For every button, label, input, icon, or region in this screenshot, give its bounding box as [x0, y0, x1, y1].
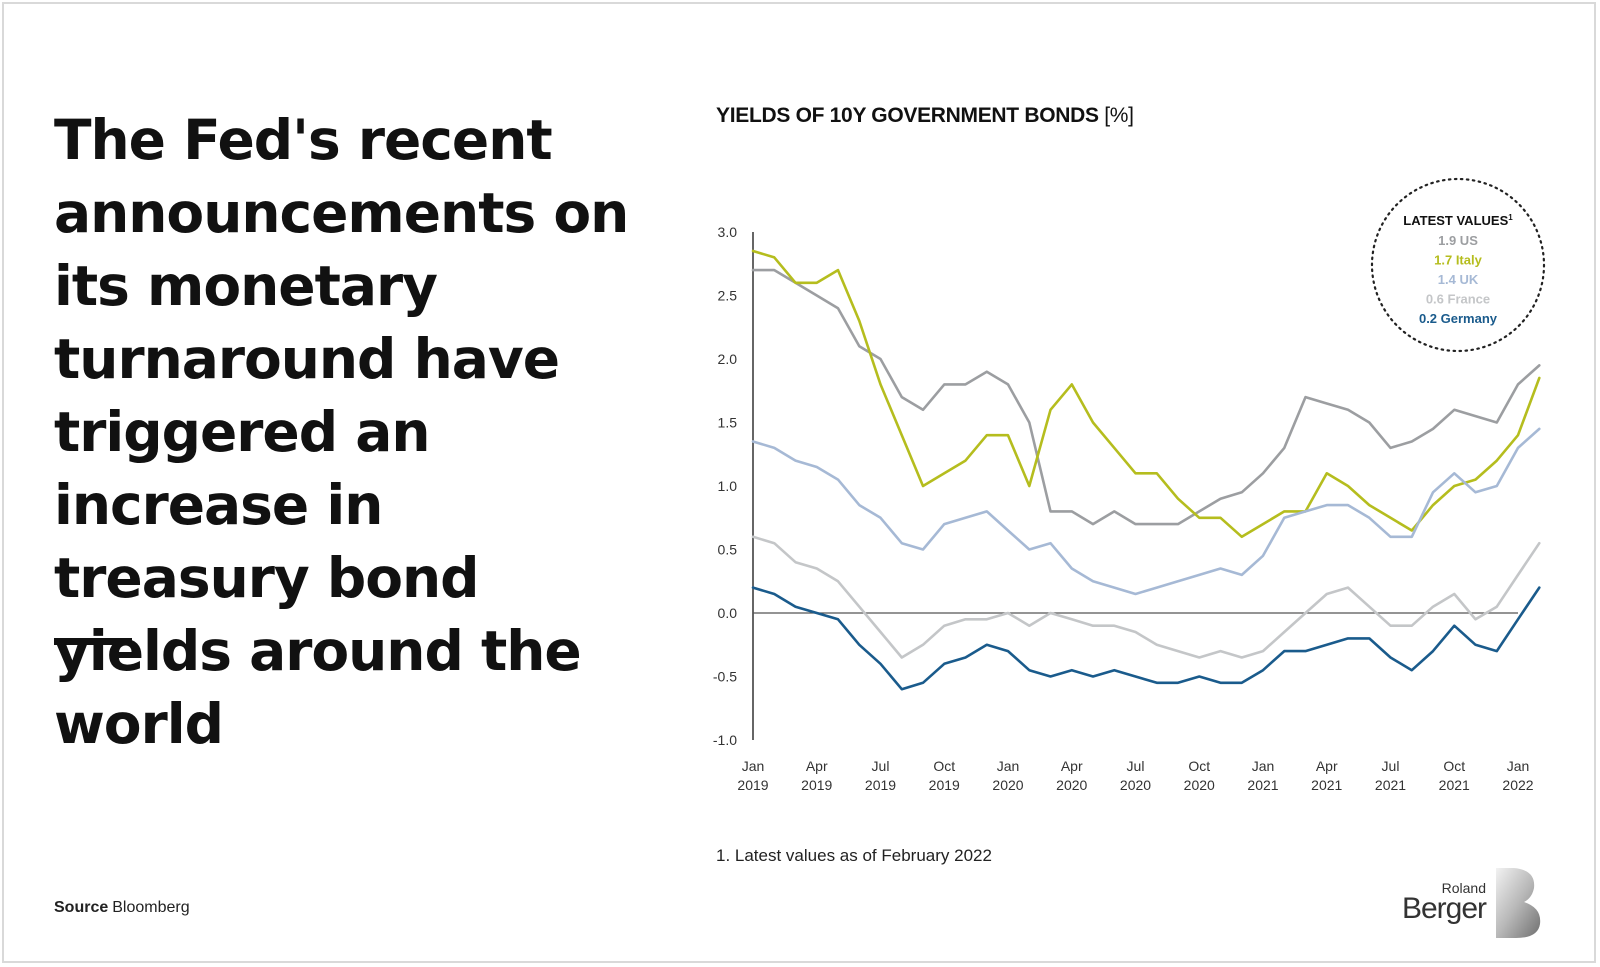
latest-values-title: LATEST VALUES1: [1403, 213, 1513, 228]
y-tick-label: 0.5: [718, 542, 738, 558]
x-tick-label-year: 2021: [1439, 777, 1470, 793]
x-tick-label-month: Jul: [1127, 758, 1145, 774]
x-tick-label-year: 2019: [865, 777, 896, 793]
latest-value-item: 1.4 UK: [1438, 272, 1479, 287]
x-tick-label-year: 2021: [1247, 777, 1278, 793]
y-tick-label: 1.5: [718, 415, 738, 431]
series-line-italy: [751, 249, 1541, 539]
x-tick-label-month: Oct: [933, 758, 955, 774]
x-tick-label-year: 2019: [929, 777, 960, 793]
logo-text-berger: Berger: [1401, 892, 1487, 925]
x-tick-label-year: 2021: [1375, 777, 1406, 793]
x-tick-label-month: Apr: [1316, 758, 1338, 774]
x-tick-label-year: 2020: [1120, 777, 1151, 793]
latest-value-item: 1.7 Italy: [1434, 253, 1482, 268]
latest-values-badge: [1370, 177, 1546, 353]
y-tick-label: 0.0: [718, 605, 738, 621]
series-line-germany: [751, 586, 1541, 691]
logo-b-mark-icon: [1496, 868, 1541, 938]
y-tick-label: -0.5: [713, 669, 737, 685]
x-tick-label-month: Oct: [1443, 758, 1465, 774]
x-tick-label-year: 2020: [1184, 777, 1215, 793]
x-tick-label-month: Jan: [742, 758, 765, 774]
y-tick-label: 2.0: [718, 351, 738, 367]
chart-title-unit: [%]: [1104, 104, 1134, 127]
y-tick-label: 3.0: [718, 224, 738, 240]
y-tick-label: 1.0: [718, 478, 738, 494]
x-tick-label-year: 2020: [1056, 777, 1087, 793]
source-label: Source: [54, 899, 109, 916]
x-tick-label-month: Jan: [1507, 758, 1530, 774]
x-tick-label-month: Jul: [1382, 758, 1400, 774]
chart-title-text: YIELDS OF 10Y GOVERNMENT BONDS: [716, 104, 1099, 127]
latest-value-item: 0.6 France: [1426, 292, 1490, 307]
x-tick-label-year: 2022: [1502, 777, 1533, 793]
headline-rule: [54, 638, 132, 645]
y-tick-label: 2.5: [718, 288, 738, 304]
x-tick-label-month: Jan: [997, 758, 1020, 774]
roland-berger-logo: Roland Berger: [1398, 866, 1548, 942]
x-tick-label-year: 2020: [992, 777, 1023, 793]
y-tick-label: -1.0: [713, 732, 737, 748]
headline: The Fed's recent announcements on its mo…: [54, 108, 629, 756]
latest-values-footnote-marker: 1: [1508, 213, 1513, 222]
series-line-france: [751, 535, 1541, 659]
x-tick-label-year: 2019: [737, 777, 768, 793]
chart-title: YIELDS OF 10Y GOVERNMENT BONDS [%]: [716, 104, 1134, 128]
latest-value-item: 1.9 US: [1438, 233, 1478, 248]
series-line-us: [751, 268, 1541, 526]
x-tick-label-month: Jul: [872, 758, 890, 774]
x-tick-label-month: Apr: [1061, 758, 1083, 774]
x-tick-label-year: 2021: [1311, 777, 1342, 793]
series-line-uk: [751, 427, 1541, 596]
latest-value-item: 0.2 Germany: [1419, 311, 1498, 326]
x-tick-label-month: Apr: [806, 758, 828, 774]
x-tick-label-month: Jan: [1252, 758, 1275, 774]
x-tick-label-year: 2019: [801, 777, 832, 793]
logo-text-roland: Roland: [1441, 880, 1486, 896]
x-tick-label-month: Oct: [1188, 758, 1210, 774]
source-value: Bloomberg: [112, 899, 190, 916]
source-note: Source Bloomberg: [54, 899, 190, 917]
chart-footnote: 1. Latest values as of February 2022: [716, 846, 992, 865]
